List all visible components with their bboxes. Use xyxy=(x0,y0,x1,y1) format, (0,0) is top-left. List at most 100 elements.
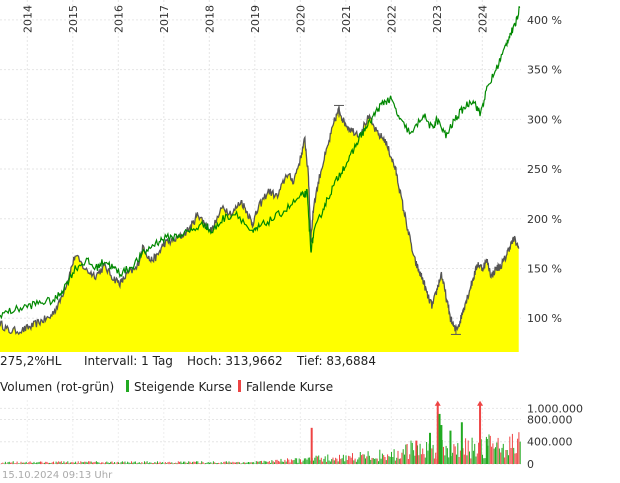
volume-bar xyxy=(405,444,407,464)
volume-bar xyxy=(237,461,239,464)
volume-bar xyxy=(432,444,434,464)
volume-bar xyxy=(370,459,372,464)
volume-bar xyxy=(315,455,317,464)
volume-bar xyxy=(138,462,140,464)
volume-bar xyxy=(102,462,104,464)
year-label: 2021 xyxy=(340,5,353,33)
volume-bar xyxy=(314,457,316,464)
benchmark-series-line xyxy=(0,6,521,320)
volume-bar xyxy=(349,456,351,464)
volume-tick-label: 0 xyxy=(527,458,534,468)
volume-bar xyxy=(146,461,148,464)
volume-bar xyxy=(467,440,469,464)
volume-bar xyxy=(513,447,515,464)
year-axis: 2014 2015 2016 2017 2018 2019 2020 2021 2022 2023… xyxy=(21,5,489,33)
volume-bar xyxy=(8,461,10,464)
volume-bar xyxy=(482,454,483,464)
volume-bar xyxy=(363,454,365,464)
volume-bar xyxy=(56,462,58,464)
volume-bar xyxy=(255,461,257,464)
volume-bar xyxy=(36,462,38,464)
volume-bar xyxy=(206,462,208,464)
year-label: 2018 xyxy=(203,5,216,33)
year-label: 2016 xyxy=(112,5,125,33)
volume-bar xyxy=(42,463,44,464)
volume-bar xyxy=(495,447,496,464)
volume-bar xyxy=(142,463,144,464)
y-tick-label: 350 % xyxy=(527,64,562,77)
volume-bar xyxy=(384,457,386,464)
volume-bar xyxy=(38,461,40,464)
volume-bar xyxy=(344,461,346,464)
volume-bar xyxy=(123,462,125,464)
volume-spike xyxy=(485,438,488,464)
volume-bar xyxy=(329,461,331,464)
volume-bar xyxy=(223,461,225,464)
volume-bar xyxy=(141,462,143,464)
volume-bar xyxy=(444,455,446,464)
volume-bar xyxy=(49,462,51,464)
volume-bar xyxy=(25,461,27,464)
volume-bar xyxy=(125,463,127,464)
volume-bar xyxy=(194,461,196,464)
volume-bar xyxy=(64,462,66,464)
volume-bar xyxy=(313,460,314,464)
volume-bar xyxy=(177,461,179,464)
volume-bar xyxy=(121,461,123,464)
volume-bar xyxy=(240,463,242,464)
volume-bar xyxy=(118,462,119,464)
volume-bar xyxy=(376,458,378,464)
benchmark-line xyxy=(0,6,521,320)
volume-bar xyxy=(266,461,268,464)
volume-bar xyxy=(422,448,424,464)
year-label: 2024 xyxy=(476,5,489,33)
volume-bar xyxy=(427,450,429,464)
volume-bar xyxy=(196,461,197,464)
volume-bar xyxy=(420,454,422,464)
volume-bar xyxy=(163,463,165,464)
volume-bar xyxy=(84,461,86,464)
volume-bar xyxy=(335,457,337,464)
volume-bar xyxy=(496,442,498,464)
volume-bar xyxy=(175,462,177,464)
volume-bar xyxy=(108,463,110,464)
volume-bar xyxy=(4,461,6,464)
volume-bar xyxy=(452,452,454,464)
volume-bar xyxy=(332,457,334,464)
volume-bar xyxy=(192,461,194,464)
volume-bar xyxy=(241,463,243,464)
volume-bar xyxy=(88,461,90,464)
volume-bar xyxy=(160,462,162,464)
volume-bar xyxy=(131,461,132,464)
y-tick-label: 400 % xyxy=(527,14,562,27)
volume-bar xyxy=(11,462,13,464)
volume-bar xyxy=(19,463,21,464)
volume-bar xyxy=(274,462,275,464)
volume-bar xyxy=(127,461,129,464)
volume-spike xyxy=(310,427,313,464)
volume-bar xyxy=(328,460,330,464)
volume-bar xyxy=(115,463,117,464)
volume-bar xyxy=(55,461,57,464)
volume-bar xyxy=(147,463,149,464)
volume-legend: Volumen (rot-grün) Steigende Kurse Falle… xyxy=(0,380,620,396)
volume-bar xyxy=(224,461,226,464)
volume-bar xyxy=(45,461,47,464)
volume-bar xyxy=(71,462,73,464)
volume-bar xyxy=(374,458,376,464)
volume-bar xyxy=(249,462,251,464)
volume-bar xyxy=(233,462,235,464)
volume-bar xyxy=(47,462,49,464)
volume-bar xyxy=(500,452,502,464)
volume-bar xyxy=(171,462,173,464)
volume-bar xyxy=(85,461,87,464)
extreme-markers xyxy=(333,104,461,335)
volume-bar xyxy=(258,461,260,464)
volume-bar xyxy=(383,455,385,464)
volume-bar xyxy=(81,462,83,464)
volume-bar xyxy=(92,462,93,464)
volume-bar xyxy=(301,462,303,464)
volume-bar xyxy=(402,449,404,464)
volume-bar xyxy=(15,463,17,464)
volume-bar xyxy=(348,455,350,464)
